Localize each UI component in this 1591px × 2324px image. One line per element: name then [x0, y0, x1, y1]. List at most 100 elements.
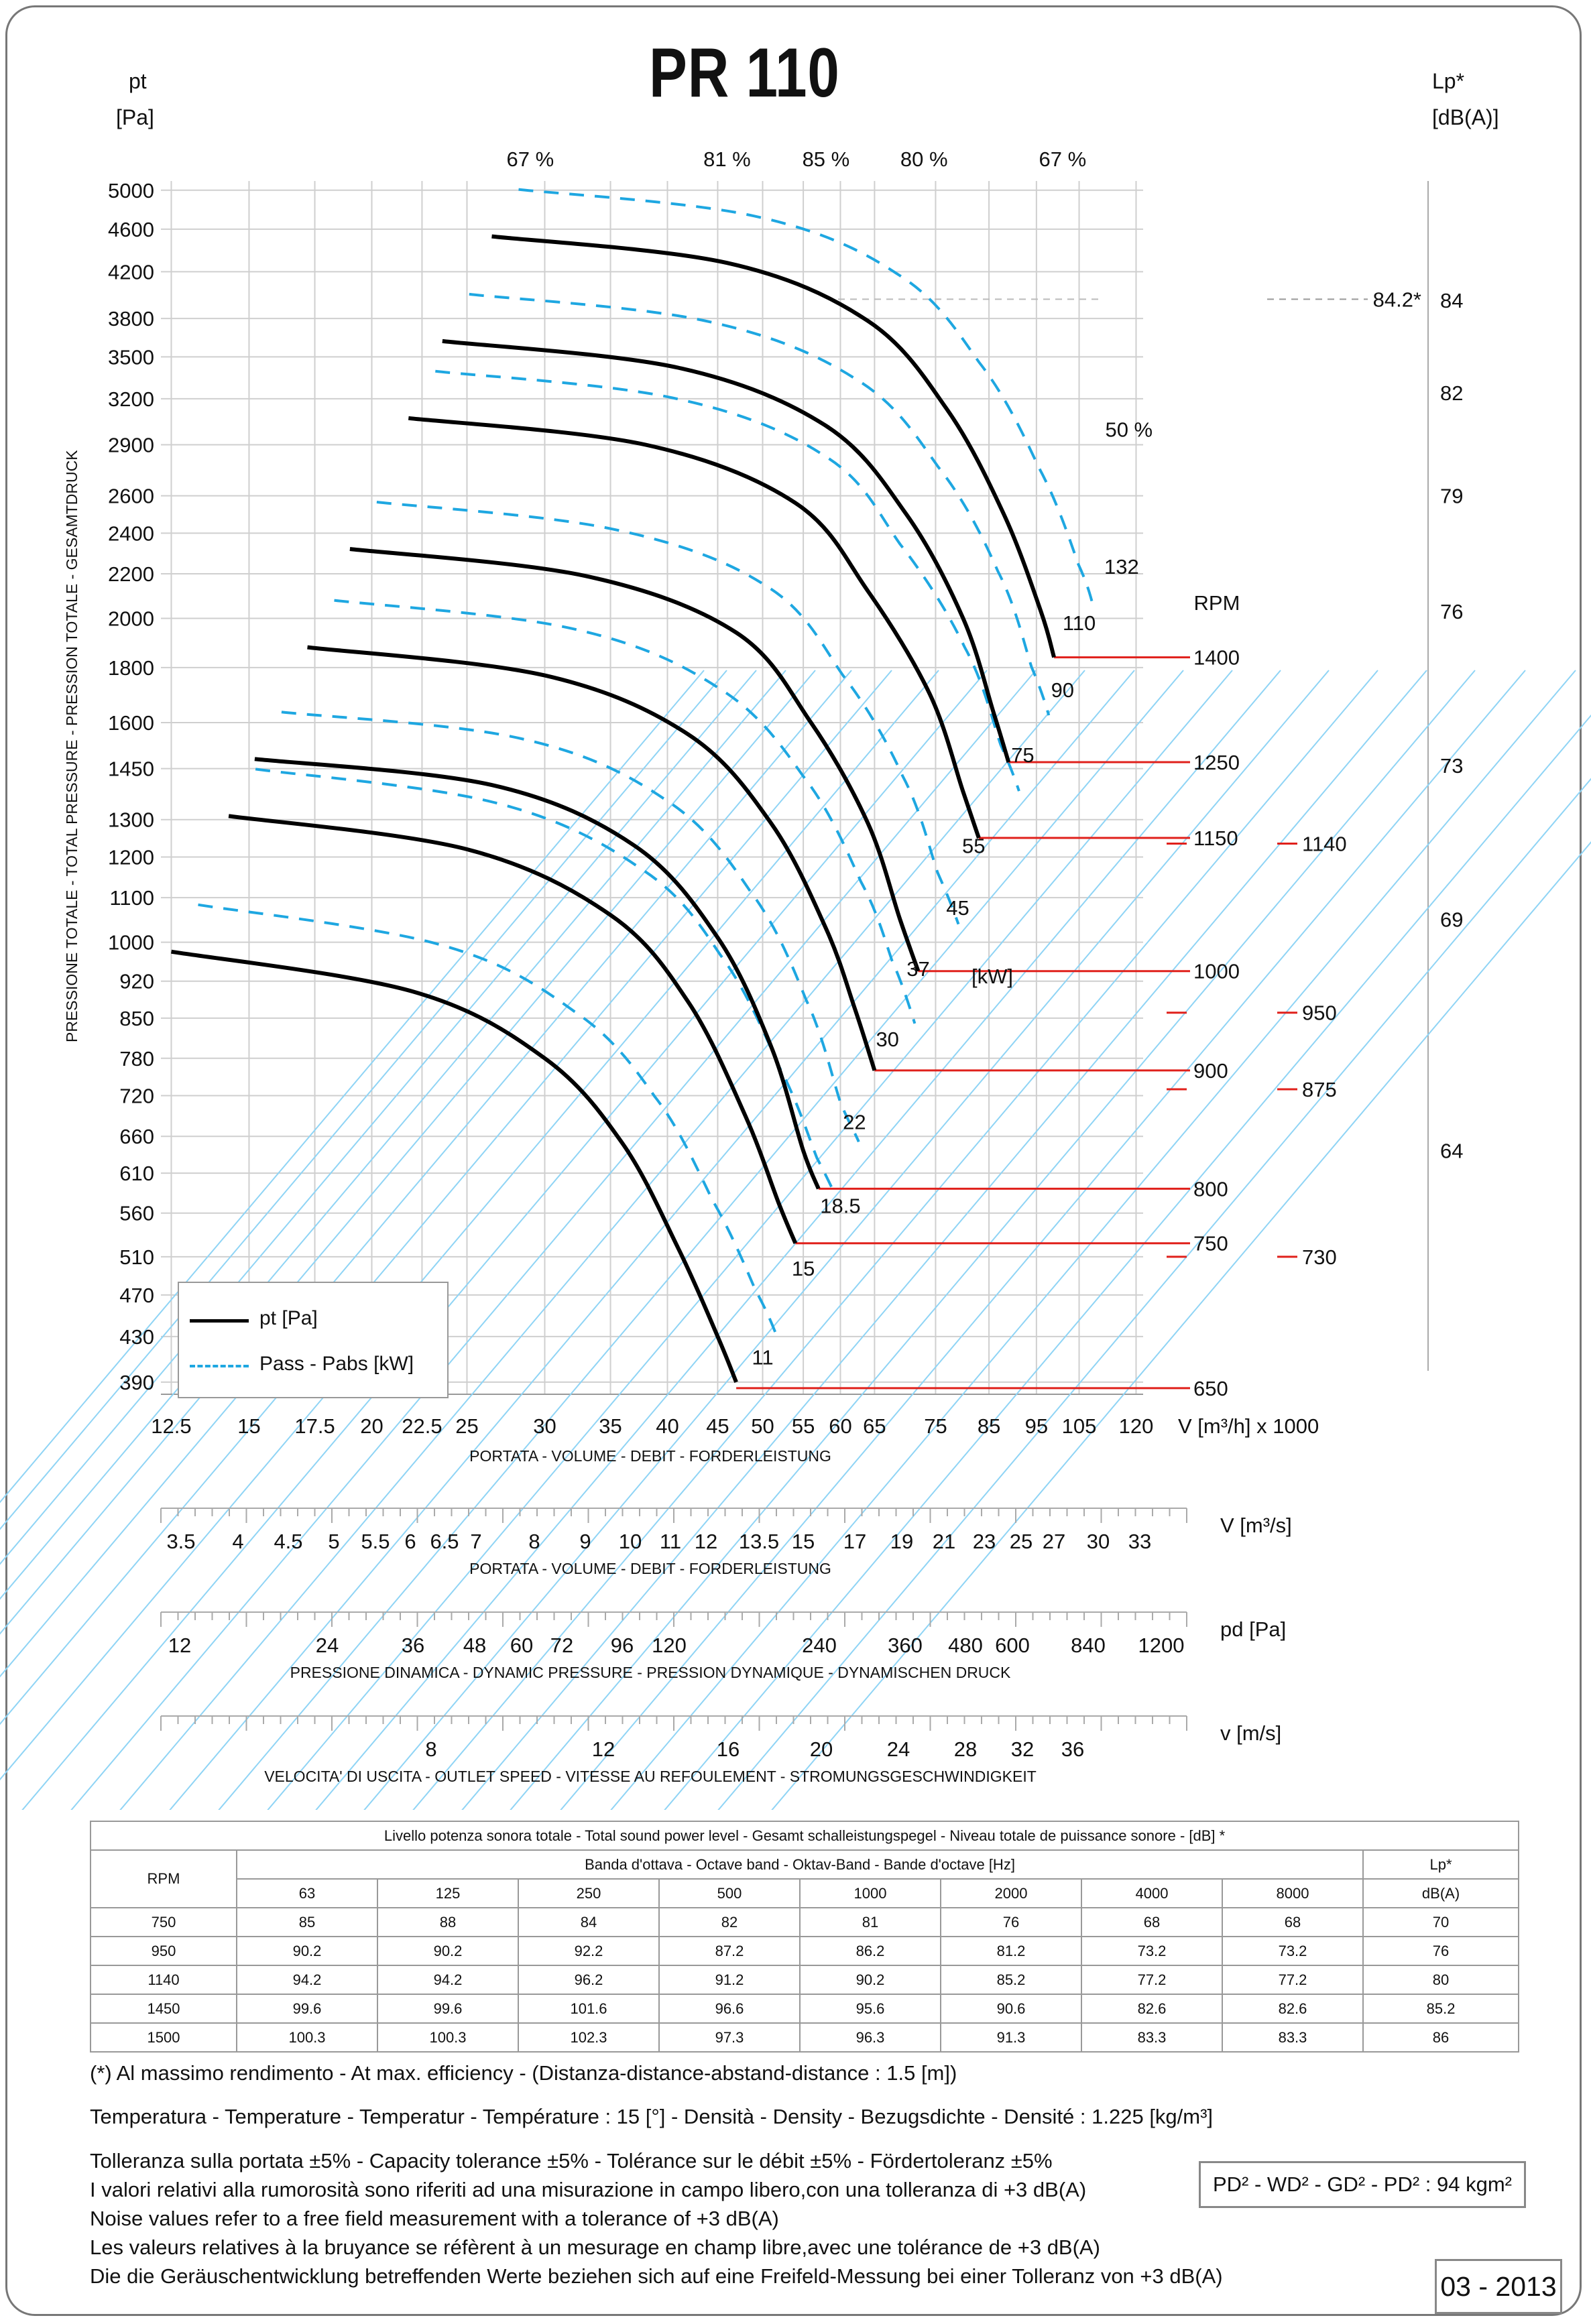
- x-tick-label: 45: [706, 1414, 729, 1438]
- table-cell: 101.6: [518, 1994, 660, 2024]
- speed-scale-tick-label: 16: [717, 1737, 740, 1761]
- speed-scale-caption: VELOCITA' DI USCITA - OUTLET SPEED - VIT…: [264, 1768, 1037, 1785]
- y-tick-label: 720: [119, 1085, 154, 1108]
- y-tick-label: 1100: [109, 886, 154, 910]
- table-cell: 76: [940, 1907, 1082, 1937]
- table-cell: 85.2: [940, 1965, 1082, 1995]
- y-left-unit: [Pa]: [116, 105, 154, 129]
- x-tick-label: 50: [751, 1414, 774, 1438]
- y-tick-label: 510: [119, 1245, 154, 1269]
- table-cell: 83.3: [1222, 2022, 1364, 2053]
- rpm-label: 1250: [1193, 751, 1240, 774]
- table-cell: 90.6: [940, 1994, 1082, 2024]
- table-cell: 96.3: [799, 2022, 941, 2053]
- table-lp-header: Lp*: [1362, 1849, 1520, 1880]
- pd-scale-tick-label: 24: [316, 1634, 339, 1657]
- x-tick-label: 55: [792, 1414, 815, 1438]
- date-box: 03 - 2013: [1435, 2259, 1562, 2314]
- rpm-label-right: 875: [1302, 1078, 1337, 1101]
- x-tick-label: 20: [360, 1414, 383, 1438]
- pd-scale-tick-label: 120: [652, 1634, 687, 1657]
- power-curve-1400: [518, 188, 1096, 611]
- table-cell: 85.2: [1362, 1994, 1520, 2024]
- efficiency-line: [0, 670, 892, 1725]
- x-axis-unit: V [m³/h] x 1000: [1178, 1414, 1319, 1438]
- table-cell: 97.3: [658, 2022, 801, 2053]
- x-tick-label: 105: [1062, 1414, 1097, 1438]
- y-right-unit-symbol: Lp*: [1432, 69, 1465, 93]
- lp-tick-label: 82: [1440, 381, 1463, 405]
- x-tick-label: 85: [978, 1414, 1000, 1438]
- table-cell: 1140: [90, 1965, 237, 1995]
- y-tick-label: 1450: [108, 757, 154, 781]
- power-label: 75: [1011, 743, 1034, 767]
- y-tick-label: 2000: [108, 607, 154, 630]
- y-tick-label: 5000: [108, 179, 154, 202]
- x-axis-caption: PORTATA - VOLUME - DEBIT - FORDERLEISTUN…: [469, 1447, 831, 1465]
- power-label: 37: [906, 957, 929, 981]
- table-cell: 82.6: [1081, 1994, 1223, 2024]
- power-label: 55: [962, 835, 985, 858]
- x-tick-label: 40: [656, 1414, 679, 1438]
- pd-scale-tick-label: 12: [168, 1634, 191, 1657]
- efficiency-line: [218, 670, 1184, 1810]
- rpm-label-right: 1140: [1302, 832, 1347, 855]
- pd-scale-tick-label: 600: [995, 1634, 1030, 1657]
- volume-scale-unit: V [m³/s]: [1220, 1514, 1292, 1537]
- table-cell: 950: [90, 1936, 237, 1966]
- lp-tick-label: 84: [1440, 289, 1463, 312]
- table-cell: 94.2: [236, 1965, 378, 1995]
- x-tick-label: 12.5: [151, 1414, 191, 1438]
- secondary-scales: [160, 1508, 1187, 1731]
- speed-scale-tick-label: 20: [810, 1737, 833, 1761]
- y-tick-label: 390: [119, 1371, 154, 1394]
- legend-item-power: Pass - Pabs [kW]: [259, 1353, 414, 1375]
- table-cell: 91.3: [940, 2022, 1082, 2053]
- table-cell: 96.2: [518, 1965, 660, 1995]
- pd2-box: PD² - WD² - GD² - PD² : 94 kgm²: [1199, 2161, 1526, 2208]
- table-cell: 83.3: [1081, 2022, 1223, 2053]
- volume-scale-caption: PORTATA - VOLUME - DEBIT - FORDERLEISTUN…: [469, 1560, 831, 1577]
- y-tick-label: 2900: [108, 433, 154, 456]
- pd-scale-tick-label: 72: [550, 1634, 573, 1657]
- pt-curve-650: [171, 949, 738, 1384]
- volume-scale-tick-label: 7: [470, 1530, 481, 1553]
- efficiency-line: [169, 670, 1135, 1810]
- volume-scale-tick-label: 30: [1087, 1530, 1110, 1553]
- band-cell: 1000: [799, 1878, 941, 1908]
- efficiency-line: [0, 670, 757, 1565]
- y-tick-label: 2600: [108, 485, 154, 508]
- efficiency-line: [0, 670, 816, 1635]
- table-row: 750 85 88 84 82 81 76 68 68 70: [90, 1907, 1520, 1937]
- volume-scale-tick-label: 25: [1010, 1530, 1033, 1553]
- pd-scale-tick-label: 840: [1071, 1634, 1106, 1657]
- y-tick-label: 4600: [108, 218, 154, 241]
- power-curve-650: [198, 903, 778, 1336]
- pd-scale-tick-label: 60: [510, 1634, 533, 1657]
- y-tick-label: 3200: [108, 387, 154, 411]
- table-cell: 70: [1362, 1907, 1520, 1937]
- note-temperature: Temperatura - Temperature - Temperatur -…: [90, 2105, 1214, 2128]
- note-tolerance: Tolleranza sulla portata ±5% - Capacity …: [90, 2149, 1053, 2173]
- efficiency-line: [664, 714, 1591, 1810]
- volume-scale-tick-label: 17: [843, 1530, 866, 1553]
- performance-chart: 12.5 15 17.5 20 22.5 25 30 35 40 45 50 55 60 65 75 85 95…: [0, 147, 1591, 1810]
- power-curve-1000: [376, 501, 960, 925]
- lp-tick-label: 73: [1440, 754, 1463, 778]
- table-title: Livello potenza sonora totale - Total so…: [89, 1821, 1520, 1851]
- volume-scale-tick-label: 15: [792, 1530, 815, 1553]
- power-label: 90: [1051, 678, 1074, 702]
- lp-tick-label: 79: [1440, 485, 1463, 508]
- pd-scale-tick-label: 1200: [1138, 1634, 1185, 1657]
- y-tick-label: 2200: [108, 562, 154, 586]
- efficiency-line: [70, 670, 1037, 1810]
- efficiency-label: 67 %: [1039, 147, 1086, 171]
- table-cell: 82.6: [1222, 1994, 1364, 2024]
- pt-curve-900: [307, 645, 877, 1071]
- table-cell: 77.2: [1222, 1965, 1364, 1995]
- y-tick-label: 430: [119, 1325, 154, 1349]
- table-cell: 88: [377, 1907, 519, 1937]
- volume-scale-tick-label: 13.5: [739, 1530, 779, 1553]
- power-label: 30: [876, 1028, 898, 1051]
- y-tick-label: 3800: [108, 307, 154, 330]
